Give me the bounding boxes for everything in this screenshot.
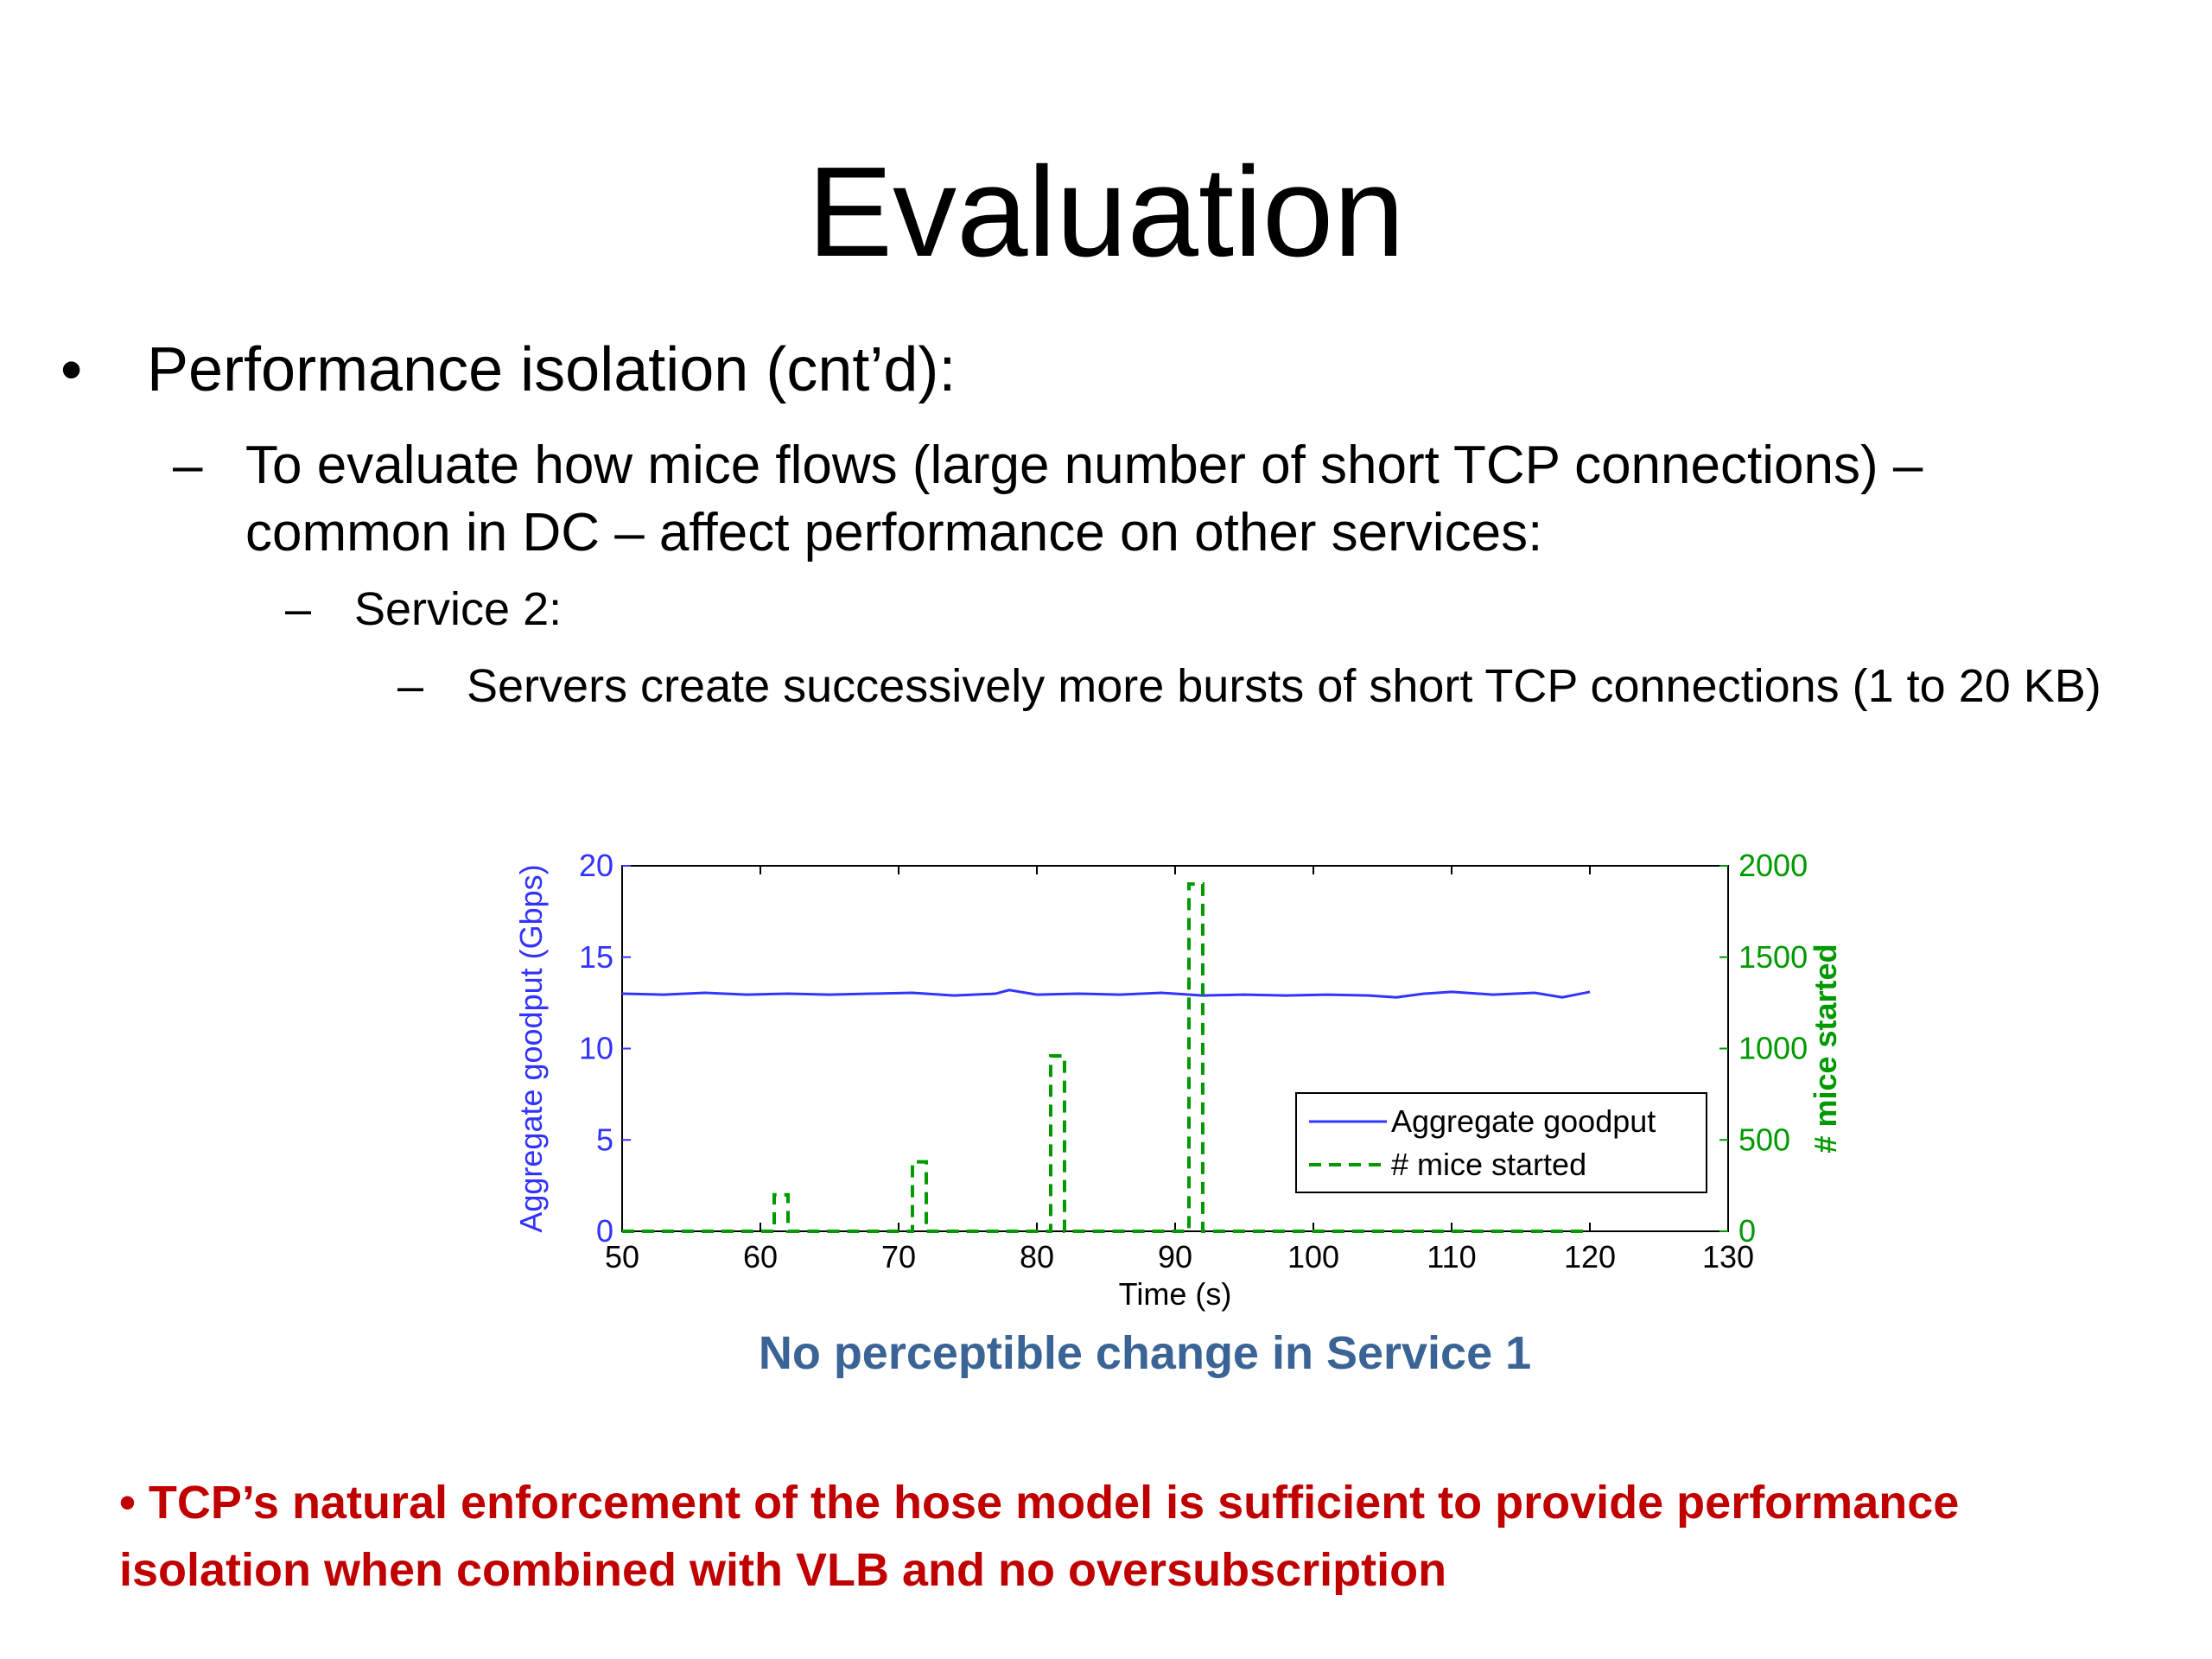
y2-axis-label: # mice started xyxy=(1808,944,1843,1153)
slide-title: Evaluation xyxy=(807,141,1405,283)
x-tick-label: 50 xyxy=(605,1239,639,1274)
y-tick-label: 10 xyxy=(579,1031,613,1066)
y-tick-label: 20 xyxy=(579,848,613,883)
series-aggregate-goodput xyxy=(621,988,1591,999)
legend-label: # mice started xyxy=(1391,1147,1586,1182)
chart-caption: No perceptible change in Service 1 xyxy=(758,1327,1532,1379)
bullet-text: Service 2: xyxy=(354,583,563,635)
y2-tick-label: 500 xyxy=(1738,1122,1790,1157)
legend-box xyxy=(1295,1092,1707,1193)
y2-tick-label: 1500 xyxy=(1738,939,1808,975)
x-tick-label: 120 xyxy=(1564,1239,1616,1274)
goodput-mice-chart: 50 60 70 80 90 100 110 120 130051015200500100015… xyxy=(513,848,1843,1312)
x-tick-label: 80 xyxy=(1020,1239,1054,1274)
x-tick-label: 100 xyxy=(1287,1239,1339,1274)
x-tick-label: 130 xyxy=(1702,1239,1754,1274)
y-tick-label: 15 xyxy=(579,939,613,975)
conclusion-text: • TCP’s natural enforcement of the hose … xyxy=(119,1477,1960,1597)
bullet-text: Servers create successively more bursts … xyxy=(467,660,2101,712)
y-tick-label: 0 xyxy=(596,1213,613,1249)
y2-tick-label: 2000 xyxy=(1738,848,1808,883)
bullet-marker: • xyxy=(60,335,83,404)
bullet-marker: – xyxy=(285,583,312,635)
bullet-text: Performance isolation (cnt’d): xyxy=(147,335,957,404)
bullet-text: To evaluate how mice flows (large number… xyxy=(245,435,1923,563)
x-tick-label: 90 xyxy=(1158,1239,1192,1274)
x-tick-label: 60 xyxy=(743,1239,778,1274)
y2-tick-label: 0 xyxy=(1738,1213,1756,1249)
x-axis-label: Time (s) xyxy=(1119,1276,1232,1312)
y-axis-label: Aggregate goodput (Gbps) xyxy=(513,864,549,1232)
y2-tick-label: 1000 xyxy=(1738,1031,1808,1066)
y-tick-label: 5 xyxy=(596,1122,613,1157)
bullet-marker: – xyxy=(397,660,424,712)
bullet-marker: – xyxy=(173,435,203,495)
legend-label: Aggregate goodput xyxy=(1391,1103,1656,1139)
x-tick-label: 110 xyxy=(1427,1239,1476,1274)
x-tick-label: 70 xyxy=(881,1239,916,1274)
series-mice-started xyxy=(622,882,1590,1233)
